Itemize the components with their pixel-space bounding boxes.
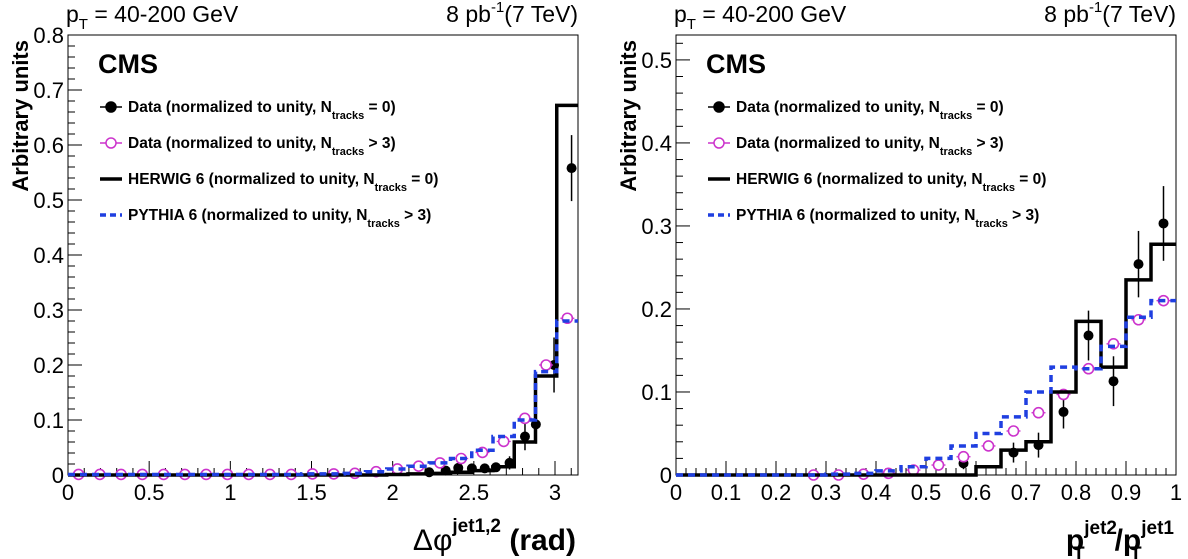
- pythia-step-line: [68, 319, 578, 477]
- panel-1: pT = 40-200 GeV 8 pb-1(7 TeV) 0 0.1 0.2 0.3 0.…: [8, 0, 579, 557]
- y-axis-label: Arbitrary units: [8, 40, 33, 192]
- legend-text: HERWIG 6 (normalized to unity, Ntracks =…: [736, 171, 1046, 194]
- data-point-open: [982, 440, 995, 452]
- y-tick-label: 0: [52, 463, 64, 488]
- series-solid-line: [676, 242, 1176, 477]
- x-tick-label: 0.7: [1011, 480, 1042, 505]
- series-filled-marker: [908, 186, 1169, 476]
- y-tick-label: 0.3: [33, 298, 64, 323]
- x-tick-label: 1: [224, 480, 236, 505]
- x-tick-label: 2: [387, 480, 399, 505]
- x-tick-label: 0: [62, 480, 74, 505]
- header-left: pT = 40-200 GeV: [66, 1, 239, 33]
- legend-text: Data (normalized to unity, Ntracks = 0): [736, 99, 1004, 122]
- x-axis-label: Δφjet1,2 (rad): [413, 516, 576, 557]
- x-tick-label: 0: [670, 480, 682, 505]
- legend-entry: Data (normalized to unity, Ntracks > 3): [708, 135, 1004, 158]
- y-axis-label: Arbitrary units: [616, 40, 641, 192]
- legend-text: Data (normalized to unity, Ntracks > 3): [128, 135, 396, 158]
- data-point-filled: [1058, 406, 1069, 417]
- y-tick-label: 0.2: [641, 297, 672, 322]
- data-point-open: [1032, 406, 1045, 419]
- legend-entry: Data (normalized to unity, Ntracks = 0): [100, 99, 396, 122]
- y-tick-label: 0.5: [641, 48, 672, 73]
- data-point-filled: [1083, 330, 1094, 341]
- series-open-marker: [806, 294, 1171, 481]
- x-tick-label: 0.5: [134, 480, 165, 505]
- y-tick-label: 0.4: [641, 131, 672, 156]
- x-axis-label: pjet2 T/pjet1 T: [1066, 518, 1175, 559]
- legend-entry: PYTHIA 6 (normalized to unity, Ntracks >…: [708, 207, 1039, 230]
- data-point-open: [1007, 425, 1020, 437]
- data-point-open: [540, 359, 552, 371]
- legend-marker: [713, 101, 725, 113]
- y-tick-label: 0.6: [33, 133, 64, 158]
- data-point-filled: [1158, 218, 1169, 229]
- data-point-filled: [453, 462, 464, 473]
- cms-label: CMS: [706, 49, 766, 79]
- legend-entry: Data (normalized to unity, Ntracks = 0): [708, 99, 1004, 122]
- legend-text: Data (normalized to unity, Ntracks > 3): [736, 135, 1004, 158]
- x-tick-label: 0.9: [1111, 480, 1142, 505]
- data-point-filled: [1108, 376, 1119, 387]
- legend-entry: HERWIG 6 (normalized to unity, Ntracks =…: [100, 171, 438, 194]
- series-open-marker: [71, 312, 575, 481]
- data-point-filled: [519, 431, 530, 442]
- legend-entry: PYTHIA 6 (normalized to unity, Ntracks >…: [100, 207, 431, 230]
- y-tick-label: 0.3: [641, 214, 672, 239]
- pythia-step-line: [676, 298, 1176, 477]
- cms-label: CMS: [98, 49, 158, 79]
- y-tick-label: 0.2: [33, 353, 64, 378]
- legend-text: PYTHIA 6 (normalized to unity, Ntracks >…: [736, 207, 1039, 230]
- x-tick-label: 0.4: [861, 480, 892, 505]
- x-tick-label: 1: [1170, 480, 1182, 505]
- y-tick-label: 0.1: [641, 380, 672, 405]
- legend-text: PYTHIA 6 (normalized to unity, Ntracks >…: [128, 207, 431, 230]
- legend-text: Data (normalized to unity, Ntracks = 0): [128, 99, 396, 122]
- legend-text: HERWIG 6 (normalized to unity, Ntracks =…: [128, 171, 438, 194]
- data-point-filled: [1133, 259, 1144, 270]
- x-tick-label: 0.6: [961, 480, 992, 505]
- y-tick-label: 0.1: [33, 408, 64, 433]
- x-tick-label: 0.5: [911, 480, 942, 505]
- series-dashed-line: [676, 298, 1176, 477]
- legend-entry: HERWIG 6 (normalized to unity, Ntracks =…: [708, 171, 1046, 194]
- y-tick-label: 0.4: [33, 243, 64, 268]
- data-point-open: [932, 459, 945, 471]
- x-tick-label: 0.1: [711, 480, 742, 505]
- data-point-filled: [566, 163, 577, 174]
- y-tick-label: 0.5: [33, 188, 64, 213]
- series-solid-line: [68, 103, 578, 477]
- y-tick-label: 0: [660, 463, 672, 488]
- x-tick-label: 0.2: [761, 480, 792, 505]
- x-tick-label: 0.8: [1061, 480, 1092, 505]
- legend-marker: [105, 101, 117, 113]
- legend-marker: [105, 137, 117, 149]
- header-left: pT = 40-200 GeV: [674, 1, 847, 33]
- legend-marker: [713, 137, 725, 149]
- header-right: 8 pb-1(7 TeV): [1044, 0, 1176, 27]
- series-filled-marker: [424, 135, 577, 478]
- x-tick-label: 3: [549, 480, 561, 505]
- legend-entry: Data (normalized to unity, Ntracks > 3): [100, 135, 396, 158]
- series-dashed-line: [68, 319, 578, 477]
- herwig-step-line: [676, 242, 1176, 477]
- x-tick-label: 0.3: [811, 480, 842, 505]
- x-tick-label: 1.5: [296, 480, 327, 505]
- y-tick-label: 0.8: [33, 23, 64, 48]
- data-point-open: [957, 450, 970, 463]
- panel-2: pT = 40-200 GeV 8 pb-1(7 TeV) 0 0.1 0.2 0.3 0.…: [616, 0, 1182, 559]
- herwig-step-line: [68, 103, 578, 477]
- header-right: 8 pb-1(7 TeV): [446, 0, 578, 27]
- y-tick-label: 0.7: [33, 78, 64, 103]
- x-tick-label: 2.5: [459, 480, 490, 505]
